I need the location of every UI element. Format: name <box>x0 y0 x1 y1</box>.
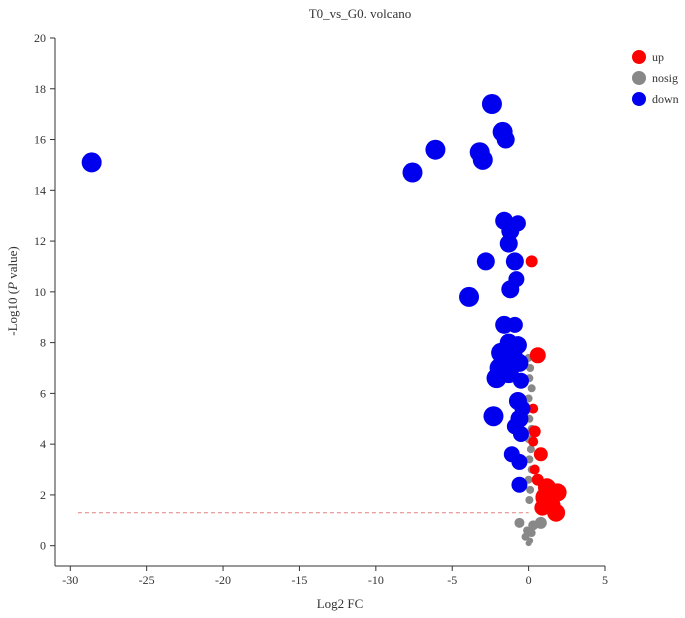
y-axis-title-suffix: value) <box>5 246 20 282</box>
x-tick-label: -15 <box>291 573 307 587</box>
chart-title: T0_vs_G0. volcano <box>309 6 412 21</box>
point-down <box>425 139 446 160</box>
y-tick-label: 10 <box>34 285 46 299</box>
point-down <box>512 426 529 442</box>
legend-swatch-up <box>632 50 646 64</box>
point-down <box>501 280 520 299</box>
x-tick-label: 0 <box>526 573 532 587</box>
point-down <box>459 286 480 307</box>
point-nosig <box>527 529 536 537</box>
x-tick-label: 5 <box>602 573 608 587</box>
x-tick-label: -10 <box>368 573 384 587</box>
y-tick-label: 8 <box>40 336 46 350</box>
point-nosig <box>526 364 535 372</box>
x-tick-label: -20 <box>215 573 231 587</box>
points-layer <box>81 94 567 547</box>
point-down <box>472 149 493 170</box>
point-nosig <box>527 384 536 393</box>
y-axis-title-italic: P <box>5 282 20 291</box>
x-tick-label: -25 <box>139 573 155 587</box>
point-nosig <box>525 496 534 504</box>
y-tick-label: 16 <box>34 133 46 147</box>
point-nosig <box>525 540 532 547</box>
point-nosig <box>521 532 530 541</box>
point-down <box>509 215 526 232</box>
point-up <box>525 255 538 268</box>
y-axis: 0 2 4 6 8 10 12 14 16 18 20 <box>34 31 56 566</box>
point-up <box>547 503 566 522</box>
legend-swatch-down <box>632 92 646 106</box>
point-up <box>534 499 551 516</box>
y-axis-title-prefix: -Log10 ( <box>5 290 20 336</box>
y-axis-title: -Log10 (P value) <box>5 246 20 336</box>
legend: up nosig down <box>632 50 679 106</box>
point-down <box>505 252 524 271</box>
y-tick-label: 20 <box>34 31 46 45</box>
y-tick-label: 2 <box>40 488 46 502</box>
y-tick-label: 4 <box>40 437 46 451</box>
point-nosig <box>526 445 535 454</box>
point-down <box>402 162 423 183</box>
x-axis: -30 -25 -20 -15 -10 -5 0 5 <box>55 565 608 587</box>
point-down <box>511 476 528 493</box>
y-tick-label: 12 <box>34 234 46 248</box>
point-down <box>506 316 523 333</box>
point-down <box>476 252 495 271</box>
point-nosig <box>514 517 525 528</box>
point-up <box>528 425 541 438</box>
point-down <box>486 368 507 389</box>
point-down <box>511 453 528 470</box>
legend-label-up: up <box>652 50 664 64</box>
x-tick-label: -30 <box>62 573 78 587</box>
y-tick-label: 14 <box>34 183 46 197</box>
legend-label-down: down <box>652 92 679 106</box>
point-nosig <box>528 520 539 531</box>
legend-swatch-nosig <box>632 71 646 85</box>
point-down <box>499 234 518 253</box>
point-up <box>529 347 546 364</box>
point-up <box>533 447 548 462</box>
point-down <box>496 130 515 149</box>
point-down <box>81 152 102 173</box>
point-down <box>512 372 529 389</box>
point-down <box>483 406 504 427</box>
x-axis-title: Log2 FC <box>317 596 364 611</box>
point-up <box>528 436 539 447</box>
point-down <box>481 94 502 114</box>
y-tick-label: 6 <box>40 386 46 400</box>
y-tick-label: 0 <box>40 539 46 553</box>
x-tick-label: -5 <box>447 573 457 587</box>
point-nosig <box>526 485 535 494</box>
y-tick-label: 18 <box>34 82 46 96</box>
legend-label-nosig: nosig <box>652 71 678 85</box>
point-up <box>528 403 539 414</box>
point-up <box>529 464 540 475</box>
